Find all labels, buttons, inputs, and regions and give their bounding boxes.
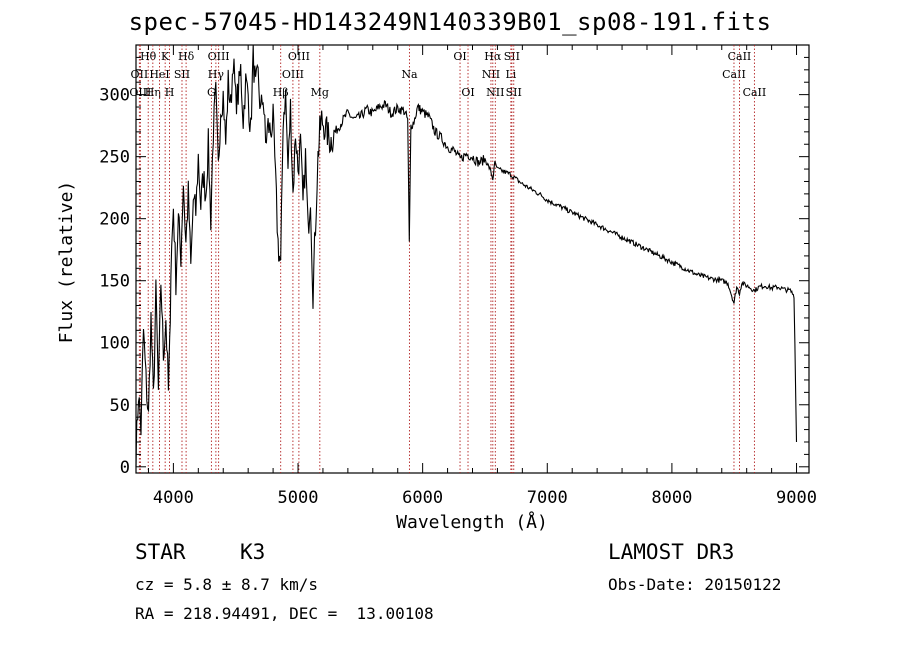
- line-markers: HθOIIOIIIHηHeIKHSIIHδGHγOIIIHβOIIIOIIIMg…: [129, 45, 766, 473]
- flux-series-line: [135, 44, 798, 467]
- line-marker-label: CaII: [743, 86, 767, 99]
- chart-title: spec-57045-HD143249N140339B01_sp08-191.f…: [128, 8, 772, 36]
- x-tick-label: 9000: [776, 488, 817, 508]
- x-tick-label: 8000: [651, 488, 692, 508]
- line-marker-label: OIII: [288, 50, 310, 63]
- line-marker-label: SII: [174, 68, 190, 81]
- y-tick-label: 250: [99, 148, 130, 168]
- line-marker-label: SII: [504, 50, 520, 63]
- line-marker-label: OI: [461, 86, 474, 99]
- line-marker-label: Hη: [145, 86, 161, 99]
- line-marker-label: Hδ: [178, 50, 195, 63]
- line-marker-label: Hθ: [140, 50, 157, 63]
- object-subclass: K3: [240, 540, 266, 564]
- line-marker-label: OI: [453, 50, 466, 63]
- line-marker-label: CaII: [728, 50, 752, 63]
- line-marker-label: Mg: [311, 86, 329, 99]
- line-marker-label: NII: [482, 68, 500, 81]
- y-tick-label: 0: [120, 458, 130, 478]
- redshift-cz: cz = 5.8 ± 8.7 km/s: [135, 575, 319, 594]
- obs-date: Obs-Date: 20150122: [608, 575, 782, 594]
- line-marker-label: OIII: [208, 50, 230, 63]
- y-tick-label: 150: [99, 272, 130, 292]
- line-marker-label: Hγ: [208, 68, 225, 81]
- y-tick-label: 300: [99, 86, 130, 106]
- line-marker-label: H: [165, 86, 175, 99]
- y-axis-label: Flux (relative): [56, 181, 77, 344]
- line-marker-label: Na: [401, 68, 418, 81]
- line-marker-label: Li: [505, 68, 516, 81]
- line-marker-label: OII: [131, 68, 149, 81]
- y-tick-label: 200: [99, 210, 130, 230]
- line-marker-label: K: [161, 50, 170, 63]
- line-marker-label: SII: [506, 86, 522, 99]
- line-marker-label: CaII: [722, 68, 746, 81]
- y-tick-label: 100: [99, 334, 130, 354]
- line-marker-label: Hα: [484, 50, 502, 63]
- line-marker-label: NII: [486, 86, 504, 99]
- x-tick-label: 4000: [153, 488, 194, 508]
- x-tick-label: 6000: [402, 488, 443, 508]
- axes: 4000 5000 6000 7000 8000 9000 0 50 100 150 200 250 3…: [99, 45, 817, 508]
- line-marker-label: OIII: [129, 86, 151, 99]
- line-marker-label: HeI: [149, 68, 169, 81]
- object-class: STAR: [135, 540, 186, 564]
- line-marker-label: G: [207, 86, 216, 99]
- survey-name: LAMOST DR3: [608, 540, 735, 564]
- ra-dec: RA = 218.94491, DEC = 13.00108: [135, 604, 434, 623]
- x-axis-label: Wavelength (Å): [396, 511, 548, 533]
- x-tick-label: 5000: [278, 488, 319, 508]
- line-marker-label: OIII: [282, 68, 304, 81]
- line-marker-label: Hβ: [273, 86, 289, 99]
- y-tick-label: 50: [110, 396, 130, 416]
- x-tick-label: 7000: [527, 488, 568, 508]
